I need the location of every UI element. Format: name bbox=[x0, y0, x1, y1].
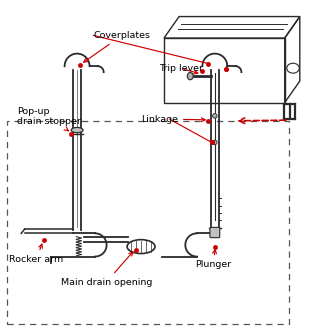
Text: Plunger: Plunger bbox=[195, 250, 232, 269]
FancyBboxPatch shape bbox=[210, 227, 220, 238]
Text: Trip lever: Trip lever bbox=[159, 64, 203, 74]
Text: Linkage: Linkage bbox=[141, 115, 205, 124]
Ellipse shape bbox=[187, 72, 193, 80]
Ellipse shape bbox=[71, 127, 83, 133]
Text: Rocker arm: Rocker arm bbox=[9, 244, 63, 264]
Text: Main drain opening: Main drain opening bbox=[61, 252, 152, 287]
Bar bbox=[7, 121, 289, 324]
Ellipse shape bbox=[213, 114, 217, 118]
Text: Coverplates: Coverplates bbox=[84, 31, 151, 62]
Text: Pop-up
drain stopper: Pop-up drain stopper bbox=[17, 107, 81, 131]
Ellipse shape bbox=[213, 140, 217, 145]
